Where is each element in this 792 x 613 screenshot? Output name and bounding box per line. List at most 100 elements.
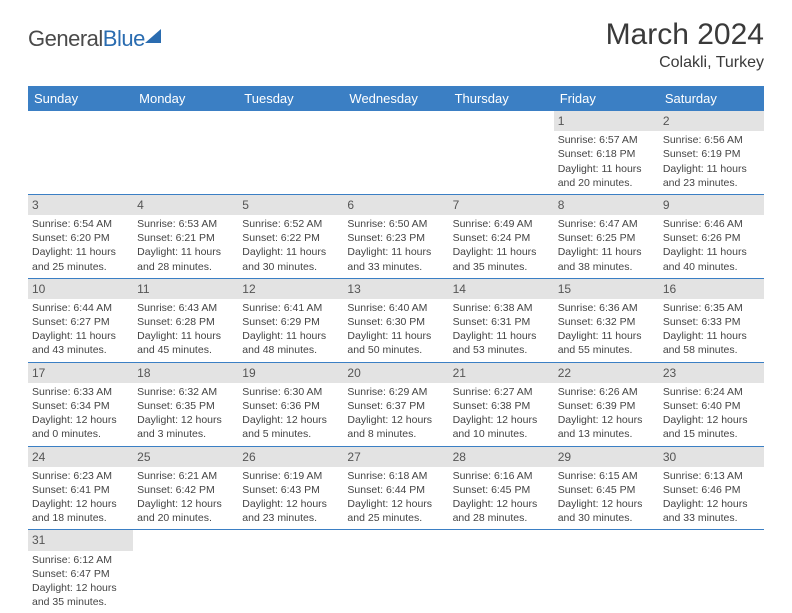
cell-line: Daylight: 11 hours: [453, 329, 550, 343]
calendar-cell: 12Sunrise: 6:41 AMSunset: 6:29 PMDayligh…: [238, 278, 343, 362]
cell-line: Daylight: 11 hours: [32, 329, 129, 343]
cell-line: Sunset: 6:47 PM: [32, 567, 129, 581]
day-number: 8: [554, 195, 659, 215]
cell-line: Sunrise: 6:50 AM: [347, 217, 444, 231]
calendar-cell: 23Sunrise: 6:24 AMSunset: 6:40 PMDayligh…: [659, 362, 764, 446]
cell-line: and 33 minutes.: [347, 260, 444, 274]
cell-line: Sunset: 6:25 PM: [558, 231, 655, 245]
day-number: 9: [659, 195, 764, 215]
cell-line: and 58 minutes.: [663, 343, 760, 357]
cell-line: Sunset: 6:40 PM: [663, 399, 760, 413]
cell-line: Sunrise: 6:16 AM: [453, 469, 550, 483]
cell-line: Sunrise: 6:41 AM: [242, 301, 339, 315]
calendar-row: 17Sunrise: 6:33 AMSunset: 6:34 PMDayligh…: [28, 362, 764, 446]
calendar-cell: 6Sunrise: 6:50 AMSunset: 6:23 PMDaylight…: [343, 194, 448, 278]
calendar-cell: 29Sunrise: 6:15 AMSunset: 6:45 PMDayligh…: [554, 446, 659, 530]
day-number: 17: [28, 363, 133, 383]
cell-line: and 33 minutes.: [663, 511, 760, 525]
cell-line: and 53 minutes.: [453, 343, 550, 357]
calendar-cell: 8Sunrise: 6:47 AMSunset: 6:25 PMDaylight…: [554, 194, 659, 278]
cell-line: Sunset: 6:46 PM: [663, 483, 760, 497]
cell-line: Daylight: 11 hours: [242, 329, 339, 343]
cell-line: Sunset: 6:19 PM: [663, 147, 760, 161]
calendar-cell: 26Sunrise: 6:19 AMSunset: 6:43 PMDayligh…: [238, 446, 343, 530]
calendar-cell: 24Sunrise: 6:23 AMSunset: 6:41 PMDayligh…: [28, 446, 133, 530]
weekday-row: SundayMondayTuesdayWednesdayThursdayFrid…: [28, 86, 764, 111]
cell-line: and 48 minutes.: [242, 343, 339, 357]
day-number: 2: [659, 111, 764, 131]
cell-line: Sunset: 6:20 PM: [32, 231, 129, 245]
day-number: 26: [238, 447, 343, 467]
calendar-cell-empty: [238, 111, 343, 194]
header: GeneralBlue March 2024 Colakli, Turkey: [28, 18, 764, 72]
day-number: 5: [238, 195, 343, 215]
calendar-cell: 22Sunrise: 6:26 AMSunset: 6:39 PMDayligh…: [554, 362, 659, 446]
cell-line: Daylight: 12 hours: [242, 413, 339, 427]
cell-line: Daylight: 12 hours: [663, 413, 760, 427]
day-number: 25: [133, 447, 238, 467]
day-number: 21: [449, 363, 554, 383]
cell-line: Sunset: 6:41 PM: [32, 483, 129, 497]
cell-line: Sunset: 6:44 PM: [347, 483, 444, 497]
day-number: 10: [28, 279, 133, 299]
cell-line: Sunset: 6:45 PM: [558, 483, 655, 497]
cell-line: Sunset: 6:22 PM: [242, 231, 339, 245]
cell-line: Daylight: 12 hours: [32, 413, 129, 427]
cell-line: Sunset: 6:29 PM: [242, 315, 339, 329]
cell-line: Sunrise: 6:38 AM: [453, 301, 550, 315]
cell-line: Daylight: 11 hours: [137, 329, 234, 343]
calendar-cell: 9Sunrise: 6:46 AMSunset: 6:26 PMDaylight…: [659, 194, 764, 278]
cell-line: Sunset: 6:42 PM: [137, 483, 234, 497]
day-number: 22: [554, 363, 659, 383]
cell-line: Sunrise: 6:47 AM: [558, 217, 655, 231]
cell-line: Sunrise: 6:26 AM: [558, 385, 655, 399]
cell-line: and 23 minutes.: [663, 176, 760, 190]
cell-line: Sunset: 6:24 PM: [453, 231, 550, 245]
cell-line: Sunrise: 6:57 AM: [558, 133, 655, 147]
cell-line: and 30 minutes.: [242, 260, 339, 274]
calendar-cell-empty: [28, 111, 133, 194]
cell-line: Daylight: 12 hours: [558, 497, 655, 511]
calendar-cell: 27Sunrise: 6:18 AMSunset: 6:44 PMDayligh…: [343, 446, 448, 530]
cell-line: Sunrise: 6:21 AM: [137, 469, 234, 483]
day-number: 16: [659, 279, 764, 299]
day-number: 1: [554, 111, 659, 131]
cell-line: Daylight: 11 hours: [137, 245, 234, 259]
calendar-cell: 11Sunrise: 6:43 AMSunset: 6:28 PMDayligh…: [133, 278, 238, 362]
cell-line: and 23 minutes.: [242, 511, 339, 525]
cell-line: and 10 minutes.: [453, 427, 550, 441]
calendar-cell: 21Sunrise: 6:27 AMSunset: 6:38 PMDayligh…: [449, 362, 554, 446]
title-block: March 2024 Colakli, Turkey: [606, 18, 764, 72]
cell-line: Sunrise: 6:49 AM: [453, 217, 550, 231]
cell-line: Sunrise: 6:54 AM: [32, 217, 129, 231]
logo-text-1: General: [28, 26, 103, 51]
cell-line: and 45 minutes.: [137, 343, 234, 357]
weekday-header: Thursday: [449, 86, 554, 111]
calendar-row: 24Sunrise: 6:23 AMSunset: 6:41 PMDayligh…: [28, 446, 764, 530]
cell-line: Sunrise: 6:46 AM: [663, 217, 760, 231]
calendar-cell: 5Sunrise: 6:52 AMSunset: 6:22 PMDaylight…: [238, 194, 343, 278]
cell-line: Sunrise: 6:53 AM: [137, 217, 234, 231]
day-number: 11: [133, 279, 238, 299]
day-number: 18: [133, 363, 238, 383]
cell-line: Daylight: 12 hours: [137, 413, 234, 427]
cell-line: Sunrise: 6:24 AM: [663, 385, 760, 399]
cell-line: Sunset: 6:35 PM: [137, 399, 234, 413]
calendar-cell: 25Sunrise: 6:21 AMSunset: 6:42 PMDayligh…: [133, 446, 238, 530]
day-number: 29: [554, 447, 659, 467]
sail-icon: [145, 29, 161, 43]
cell-line: Sunrise: 6:27 AM: [453, 385, 550, 399]
calendar-cell-empty: [133, 111, 238, 194]
cell-line: Sunset: 6:34 PM: [32, 399, 129, 413]
cell-line: and 20 minutes.: [558, 176, 655, 190]
cell-line: and 28 minutes.: [453, 511, 550, 525]
cell-line: and 3 minutes.: [137, 427, 234, 441]
calendar-cell: 2Sunrise: 6:56 AMSunset: 6:19 PMDaylight…: [659, 111, 764, 194]
cell-line: Sunset: 6:18 PM: [558, 147, 655, 161]
cell-line: Sunrise: 6:32 AM: [137, 385, 234, 399]
calendar-cell-empty: [133, 530, 238, 613]
calendar-cell: 14Sunrise: 6:38 AMSunset: 6:31 PMDayligh…: [449, 278, 554, 362]
day-number: 14: [449, 279, 554, 299]
calendar-cell: 10Sunrise: 6:44 AMSunset: 6:27 PMDayligh…: [28, 278, 133, 362]
cell-line: Sunrise: 6:36 AM: [558, 301, 655, 315]
